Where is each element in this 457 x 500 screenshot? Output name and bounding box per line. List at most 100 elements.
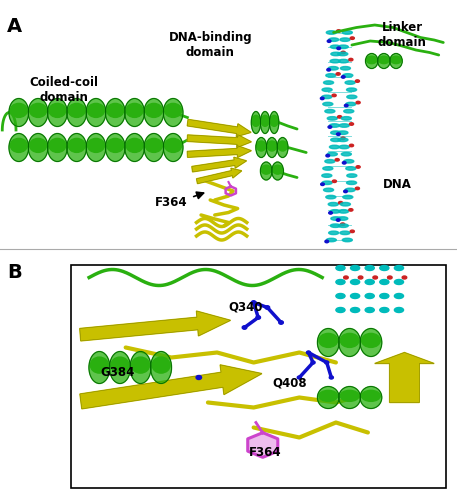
Ellipse shape <box>270 112 279 134</box>
Ellipse shape <box>90 357 108 373</box>
Ellipse shape <box>251 300 256 304</box>
Ellipse shape <box>126 138 143 152</box>
Ellipse shape <box>350 123 354 126</box>
Ellipse shape <box>272 165 282 174</box>
Ellipse shape <box>252 116 260 126</box>
Ellipse shape <box>330 60 340 63</box>
Ellipse shape <box>260 162 272 180</box>
Ellipse shape <box>132 357 149 373</box>
Ellipse shape <box>331 52 341 56</box>
Ellipse shape <box>28 98 48 126</box>
Text: G384: G384 <box>101 366 135 379</box>
Polygon shape <box>187 134 251 147</box>
Ellipse shape <box>48 98 67 126</box>
Ellipse shape <box>11 138 27 152</box>
Ellipse shape <box>380 308 389 312</box>
Ellipse shape <box>332 180 336 182</box>
Ellipse shape <box>350 230 354 232</box>
Ellipse shape <box>346 166 356 170</box>
Ellipse shape <box>145 104 162 118</box>
Ellipse shape <box>320 97 324 100</box>
Ellipse shape <box>325 160 335 163</box>
Ellipse shape <box>338 131 348 134</box>
Ellipse shape <box>272 162 283 180</box>
Ellipse shape <box>345 104 348 107</box>
Ellipse shape <box>28 134 48 162</box>
Text: F364: F364 <box>155 196 187 209</box>
Ellipse shape <box>365 280 374 284</box>
Ellipse shape <box>319 334 338 347</box>
Ellipse shape <box>347 95 357 98</box>
Ellipse shape <box>125 134 144 162</box>
Ellipse shape <box>163 98 183 126</box>
Text: Q340: Q340 <box>228 301 263 314</box>
Ellipse shape <box>365 266 374 270</box>
Ellipse shape <box>391 56 401 64</box>
Ellipse shape <box>340 38 350 42</box>
Ellipse shape <box>336 294 345 298</box>
Ellipse shape <box>341 137 345 140</box>
Polygon shape <box>197 168 242 184</box>
Ellipse shape <box>336 266 345 270</box>
Ellipse shape <box>341 76 345 78</box>
Ellipse shape <box>338 116 342 118</box>
Ellipse shape <box>346 88 356 92</box>
Ellipse shape <box>87 104 105 118</box>
Polygon shape <box>80 365 262 409</box>
Ellipse shape <box>331 138 341 141</box>
Ellipse shape <box>323 102 333 106</box>
Text: DNA: DNA <box>383 178 412 192</box>
Ellipse shape <box>394 294 404 298</box>
Ellipse shape <box>30 104 47 118</box>
Ellipse shape <box>361 390 380 402</box>
Ellipse shape <box>339 145 349 148</box>
Ellipse shape <box>322 174 332 178</box>
Ellipse shape <box>344 160 354 163</box>
Text: Linker
domain: Linker domain <box>378 21 426 49</box>
Ellipse shape <box>165 104 181 118</box>
Ellipse shape <box>327 116 337 120</box>
Bar <box>71 265 446 488</box>
Ellipse shape <box>106 98 125 126</box>
Ellipse shape <box>67 134 86 162</box>
Ellipse shape <box>270 116 278 126</box>
Ellipse shape <box>390 54 402 68</box>
Ellipse shape <box>130 352 151 384</box>
Ellipse shape <box>339 202 343 204</box>
Ellipse shape <box>378 56 389 64</box>
Ellipse shape <box>327 40 331 42</box>
Bar <box>0 248 457 500</box>
Ellipse shape <box>358 276 363 279</box>
Ellipse shape <box>377 54 390 68</box>
Polygon shape <box>192 157 246 172</box>
Ellipse shape <box>277 138 288 158</box>
Ellipse shape <box>318 386 339 408</box>
Ellipse shape <box>325 110 335 113</box>
Ellipse shape <box>152 357 170 373</box>
Ellipse shape <box>336 30 340 32</box>
Ellipse shape <box>144 98 164 126</box>
Ellipse shape <box>345 188 355 192</box>
Ellipse shape <box>331 131 341 134</box>
Ellipse shape <box>325 240 329 243</box>
Ellipse shape <box>329 145 340 148</box>
Ellipse shape <box>380 266 389 270</box>
Ellipse shape <box>163 134 183 162</box>
Ellipse shape <box>326 31 336 34</box>
Ellipse shape <box>325 361 329 364</box>
Text: Q408: Q408 <box>272 376 307 389</box>
Text: DNA-binding
domain: DNA-binding domain <box>169 31 252 59</box>
Ellipse shape <box>330 224 340 228</box>
Ellipse shape <box>322 181 332 184</box>
Ellipse shape <box>346 102 356 106</box>
Ellipse shape <box>344 110 354 113</box>
Ellipse shape <box>356 166 360 168</box>
Ellipse shape <box>67 98 86 126</box>
Ellipse shape <box>350 37 354 40</box>
Ellipse shape <box>339 210 349 213</box>
Ellipse shape <box>342 31 352 34</box>
Ellipse shape <box>265 306 270 309</box>
Ellipse shape <box>323 166 333 170</box>
Ellipse shape <box>251 112 260 134</box>
Ellipse shape <box>311 361 315 364</box>
